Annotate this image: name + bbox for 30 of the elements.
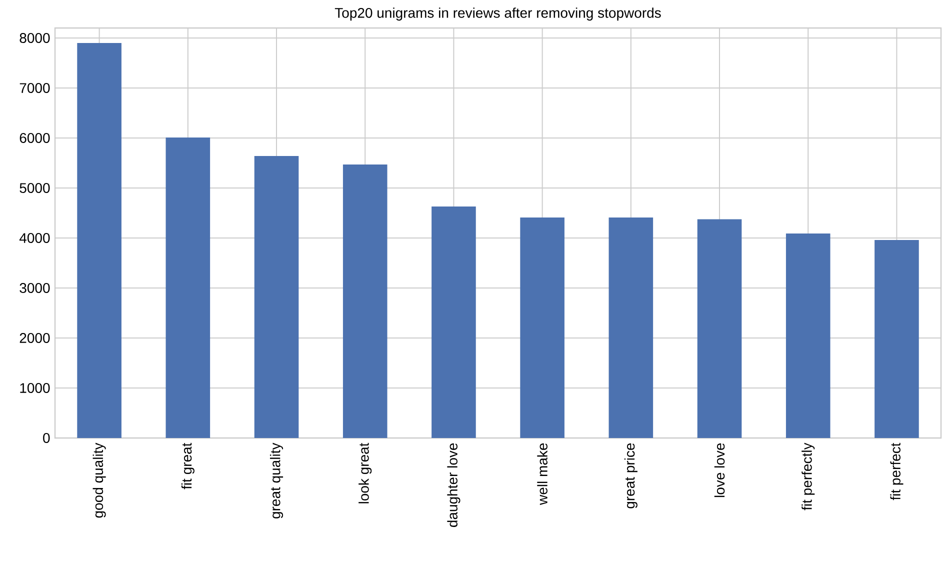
y-tick-label: 7000	[20, 83, 50, 93]
bar	[254, 156, 299, 438]
x-tick-label: fit great	[181, 442, 194, 490]
x-tick-label: fit perfectly	[802, 442, 815, 510]
bar	[874, 240, 919, 438]
bar	[697, 219, 742, 438]
y-tick-label: 6000	[20, 133, 50, 143]
bar	[432, 206, 476, 438]
x-tick-label: great quality	[270, 442, 284, 518]
x-tick-label: look great	[358, 442, 372, 504]
x-tick-label: love love	[714, 443, 725, 498]
bar	[342, 164, 388, 438]
x-tick-label: great price	[624, 443, 638, 508]
y-tick-label: 1000	[20, 383, 50, 393]
y-tick-label: 0	[43, 433, 50, 443]
y-tick-label: 8000	[20, 33, 50, 43]
bar	[166, 138, 210, 438]
y-tick-label: 2000	[20, 333, 50, 343]
bar	[786, 234, 830, 438]
chart-title: Top20 unigrams in reviews after removing stopwords	[334, 8, 661, 21]
x-tick-label: daughter love	[447, 443, 460, 527]
bar	[520, 218, 564, 438]
y-tick-label: 5000	[20, 183, 50, 193]
x-tick-label: good quality	[92, 442, 106, 518]
y-tick-label: 3000	[20, 283, 50, 293]
y-tick-label: 4000	[19, 233, 50, 243]
x-tick-label: well make	[537, 443, 548, 505]
bar	[608, 218, 654, 438]
x-tick-label: fit perfect	[890, 442, 904, 500]
bar	[77, 43, 122, 438]
